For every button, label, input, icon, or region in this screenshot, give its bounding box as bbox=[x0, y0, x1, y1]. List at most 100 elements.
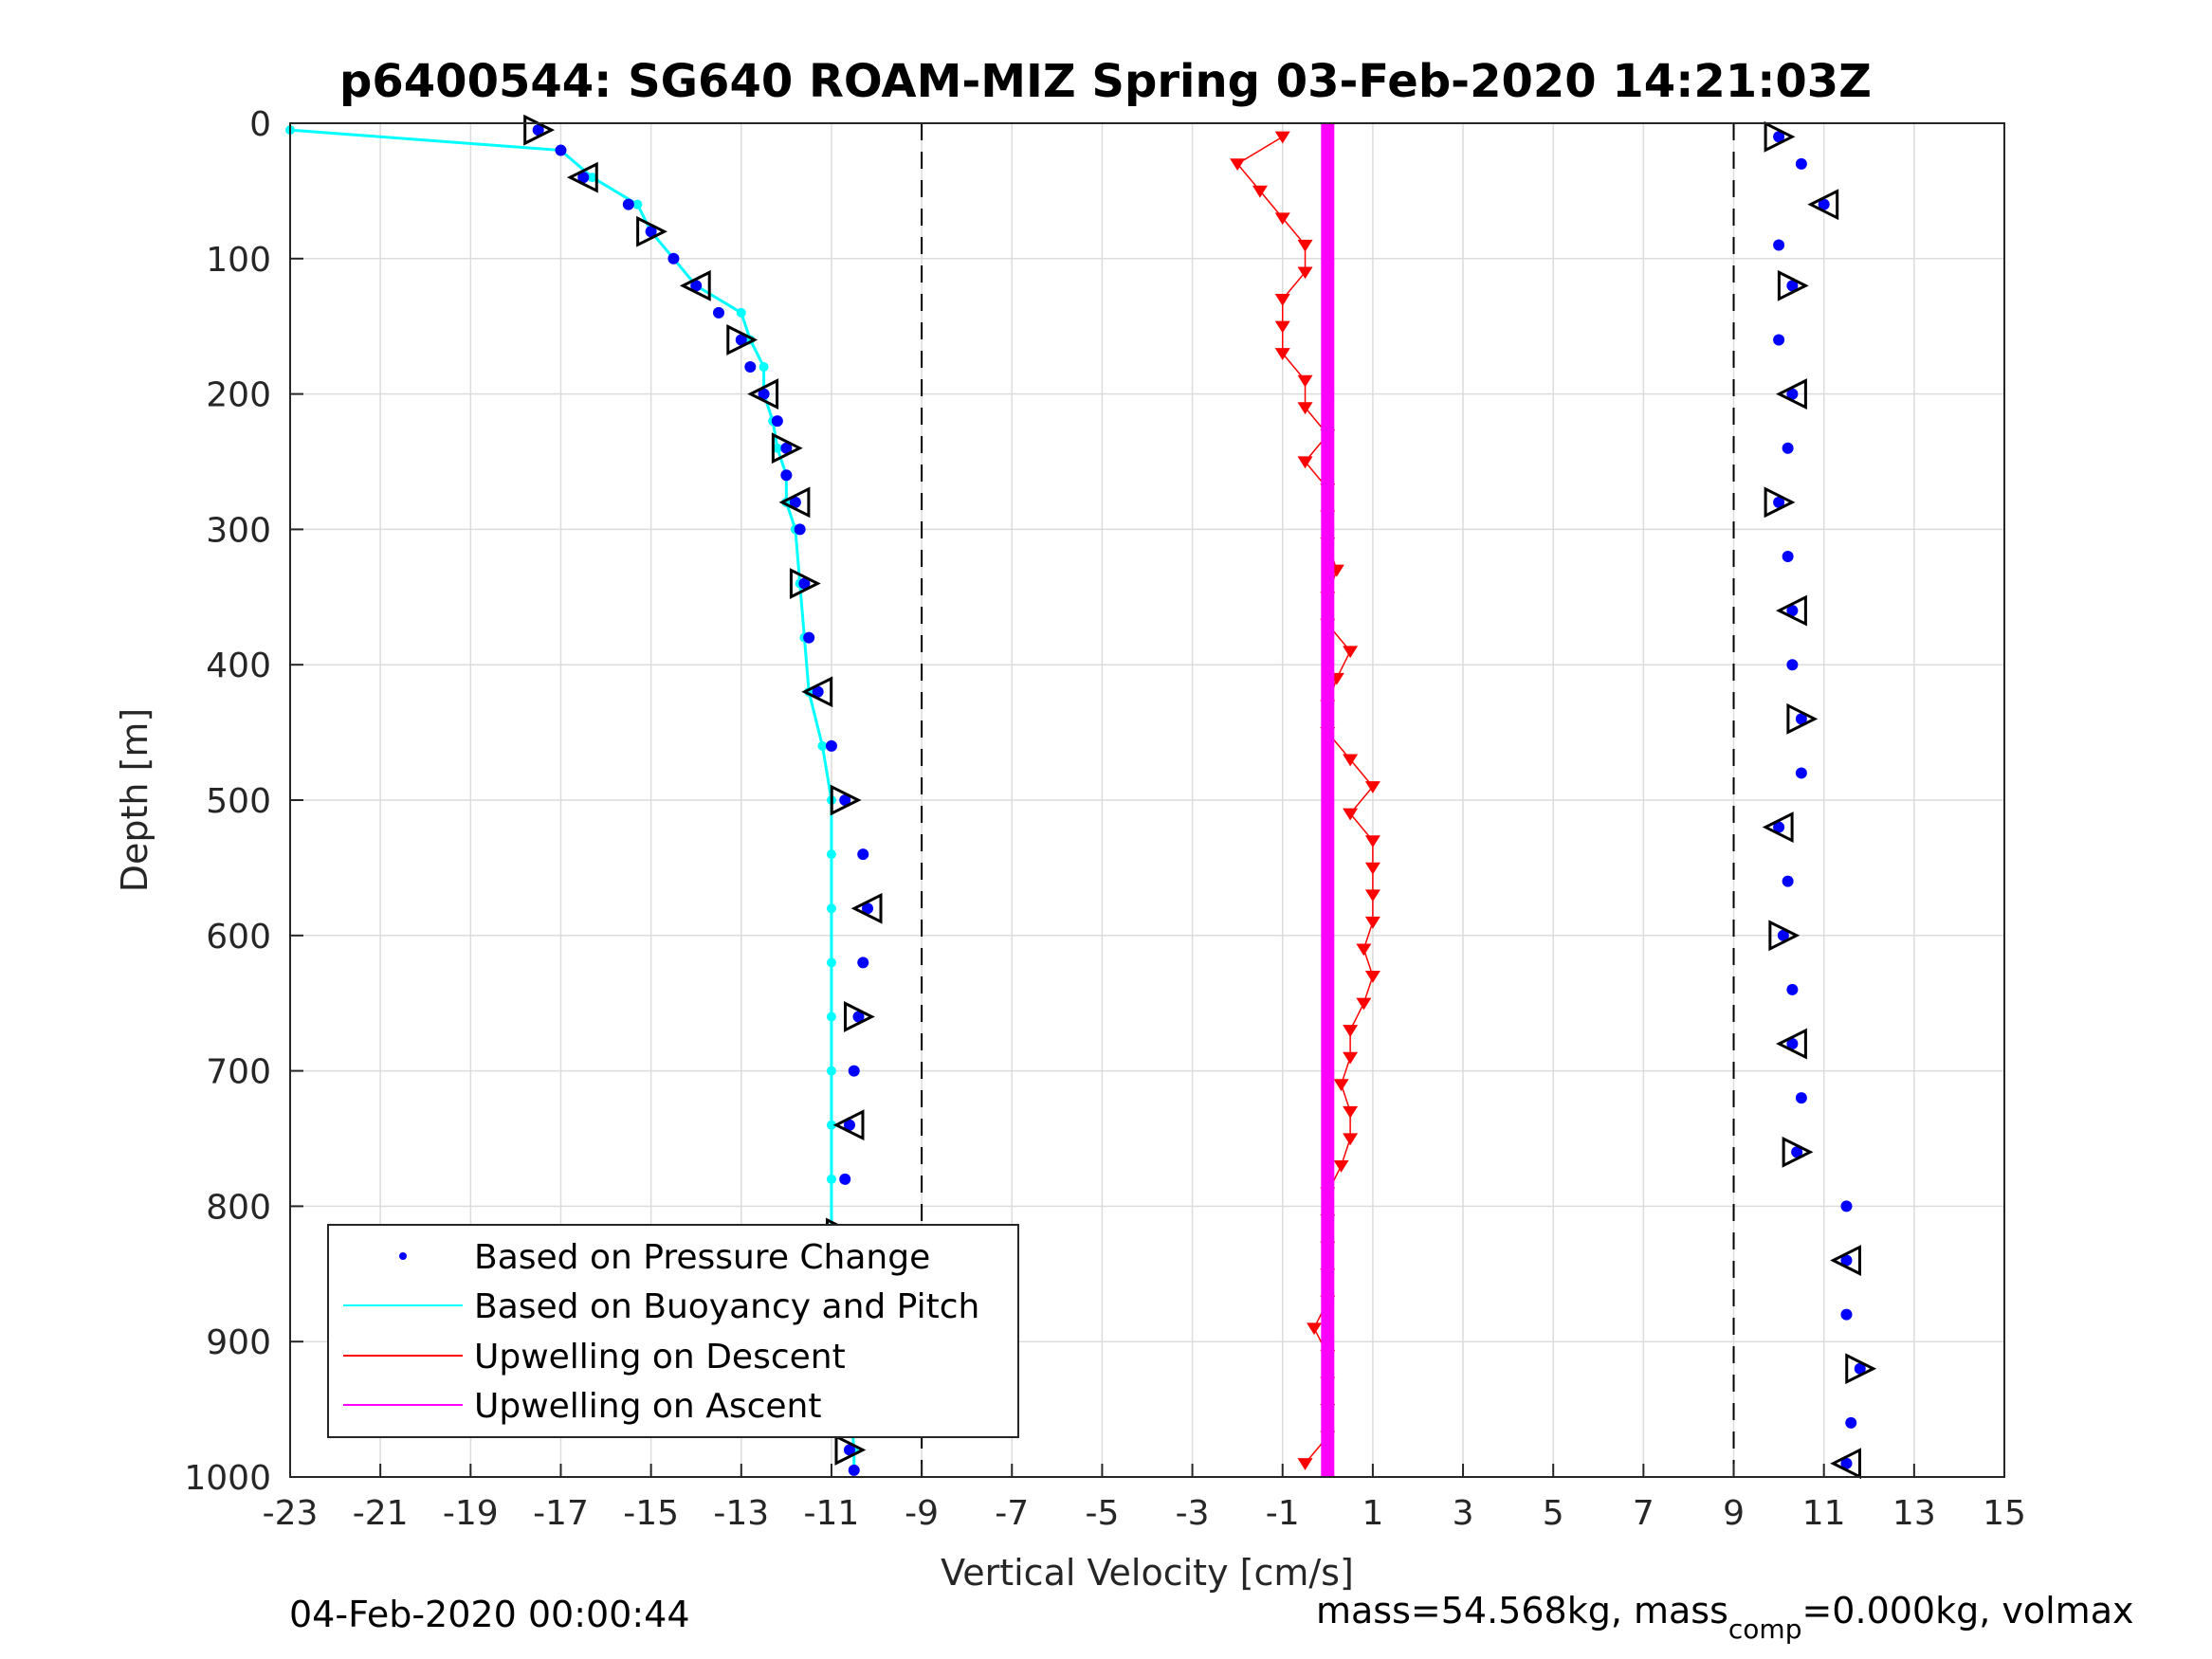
pressure-descent-point bbox=[690, 280, 703, 292]
pressure-descent-point bbox=[713, 306, 724, 319]
descent-turn-marker bbox=[843, 1001, 875, 1032]
legend-label-pressure: Based on Pressure Change bbox=[474, 1238, 930, 1277]
ascent-turn-marker bbox=[1764, 486, 1796, 519]
ascent-turn-marker bbox=[1776, 1028, 1807, 1060]
upwelling-descent-point bbox=[1356, 943, 1372, 957]
x-tick-label: -13 bbox=[713, 1494, 769, 1533]
descent-turn-marker bbox=[747, 378, 779, 410]
x-tick-label: -7 bbox=[995, 1494, 1029, 1533]
ascent-turn-marker bbox=[1776, 594, 1807, 627]
legend-label-ascent: Upwelling on Ascent bbox=[474, 1387, 821, 1426]
x-tick-label: 5 bbox=[1543, 1494, 1564, 1533]
chart-title: p6400544: SG640 ROAM-MIZ Spring 03-Feb-2… bbox=[339, 55, 1872, 108]
upwelling-descent-point bbox=[1343, 1025, 1359, 1037]
pressure-descent-point bbox=[771, 415, 783, 428]
upwelling-descent-point bbox=[1343, 646, 1359, 659]
pressure-descent-point bbox=[780, 469, 793, 482]
y-tick-label: 500 bbox=[206, 782, 271, 821]
upwelling-descent-point bbox=[1364, 916, 1380, 929]
pressure-descent-point bbox=[862, 902, 874, 915]
pressure-descent-point bbox=[839, 794, 851, 806]
pressure-descent-point bbox=[812, 685, 824, 698]
x-tick-label: -11 bbox=[804, 1494, 860, 1533]
upwelling-descent-point bbox=[1297, 266, 1313, 280]
descent-turn-marker bbox=[830, 784, 862, 816]
pressure-ascent-point bbox=[1845, 1416, 1857, 1429]
x-tick-label: -1 bbox=[1266, 1494, 1300, 1533]
upwelling-descent-point bbox=[1274, 348, 1290, 360]
pressure-ascent-point bbox=[1773, 334, 1785, 346]
series-buoyancy-line bbox=[289, 128, 856, 1470]
pressure-descent-point bbox=[843, 1119, 855, 1131]
y-axis-ticks: 0 100 200 300 400 500 600 700 800 900 1000 bbox=[184, 105, 303, 1498]
buoyancy-point bbox=[736, 307, 746, 318]
pressure-ascent-point bbox=[1773, 131, 1785, 143]
upwelling-descent-point bbox=[1274, 212, 1290, 226]
pressure-descent-point bbox=[848, 1464, 860, 1476]
descent-turn-marker bbox=[801, 676, 833, 708]
pressure-ascent-point bbox=[1782, 550, 1794, 562]
pressure-ascent-point bbox=[1795, 713, 1807, 725]
pressure-ascent-point bbox=[1782, 442, 1794, 454]
buoyancy-point bbox=[826, 1120, 836, 1130]
pressure-ascent-point bbox=[1773, 496, 1785, 508]
pressure-ascent-point bbox=[1791, 1146, 1803, 1158]
ascent-turn-marker bbox=[1830, 1448, 1861, 1480]
upwelling-descent-point bbox=[1364, 781, 1380, 793]
x-tick-label: -17 bbox=[533, 1494, 589, 1533]
x-tick-label: -3 bbox=[1176, 1494, 1210, 1533]
x-tick-label: -5 bbox=[1085, 1494, 1119, 1533]
y-tick-label: 700 bbox=[206, 1053, 271, 1092]
upwelling-descent-point bbox=[1343, 1051, 1359, 1065]
ascent-turn-marker bbox=[1845, 1353, 1877, 1385]
upwelling-descent-point bbox=[1297, 239, 1313, 252]
footer-mass-sub: comp bbox=[1728, 1613, 1802, 1645]
x-tick-label: 9 bbox=[1723, 1494, 1745, 1533]
legend-label-descent: Upwelling on Descent bbox=[474, 1338, 846, 1376]
y-tick-label: 0 bbox=[249, 105, 271, 144]
x-axis-label: Vertical Velocity [cm/s] bbox=[941, 1552, 1354, 1594]
legend-label-buoyancy: Based on Buoyancy and Pitch bbox=[474, 1287, 979, 1326]
legend-box bbox=[327, 1224, 1019, 1438]
pressure-descent-point bbox=[848, 1065, 860, 1077]
pressure-descent-point bbox=[857, 848, 869, 861]
pressure-descent-point bbox=[645, 226, 657, 238]
descent-turn-marker bbox=[834, 1434, 867, 1466]
ascent-turn-marker bbox=[1786, 702, 1819, 735]
buoyancy-point bbox=[772, 443, 782, 453]
ascent-turn-marker bbox=[1768, 920, 1801, 952]
upwelling-descent-point bbox=[1297, 456, 1313, 469]
descent-turn-marker bbox=[771, 432, 803, 465]
pressure-descent-point bbox=[532, 124, 544, 137]
upwelling-descent-point bbox=[1356, 997, 1372, 1011]
buoyancy-point bbox=[826, 903, 836, 914]
descent-turn-marker bbox=[726, 324, 759, 356]
pressure-ascent-point bbox=[1786, 605, 1799, 617]
pressure-ascent-point bbox=[1786, 659, 1799, 671]
y-tick-label: 300 bbox=[206, 511, 271, 550]
footer-mass-part1: mass=54.568kg, mass bbox=[1316, 1590, 1728, 1632]
y-tick-label: 1000 bbox=[184, 1459, 271, 1498]
buoyancy-point bbox=[826, 1066, 836, 1076]
pressure-descent-point bbox=[555, 144, 567, 156]
upwelling-descent-point bbox=[1274, 294, 1290, 306]
buoyancy-point bbox=[759, 362, 769, 373]
y-tick-label: 800 bbox=[206, 1188, 271, 1227]
pressure-ascent-point bbox=[1777, 929, 1789, 941]
x-tick-label: -9 bbox=[905, 1494, 939, 1533]
x-tick-label: -19 bbox=[443, 1494, 499, 1533]
upwelling-descent-point bbox=[1333, 1159, 1349, 1173]
pressure-ascent-point bbox=[1840, 1457, 1853, 1469]
pressure-descent-point bbox=[577, 172, 590, 184]
x-tick-label: 7 bbox=[1633, 1494, 1654, 1533]
pressure-ascent-point bbox=[1773, 821, 1785, 833]
upwelling-descent-point bbox=[1230, 158, 1246, 172]
descent-turn-marker bbox=[778, 486, 811, 519]
upwelling-descent-point bbox=[1364, 835, 1380, 848]
x-tick-label: 3 bbox=[1453, 1494, 1474, 1533]
pressure-descent-point bbox=[758, 388, 770, 400]
buoyancy-point bbox=[826, 1012, 836, 1022]
descent-turn-marker bbox=[636, 215, 667, 247]
pressure-descent-point bbox=[780, 442, 793, 454]
